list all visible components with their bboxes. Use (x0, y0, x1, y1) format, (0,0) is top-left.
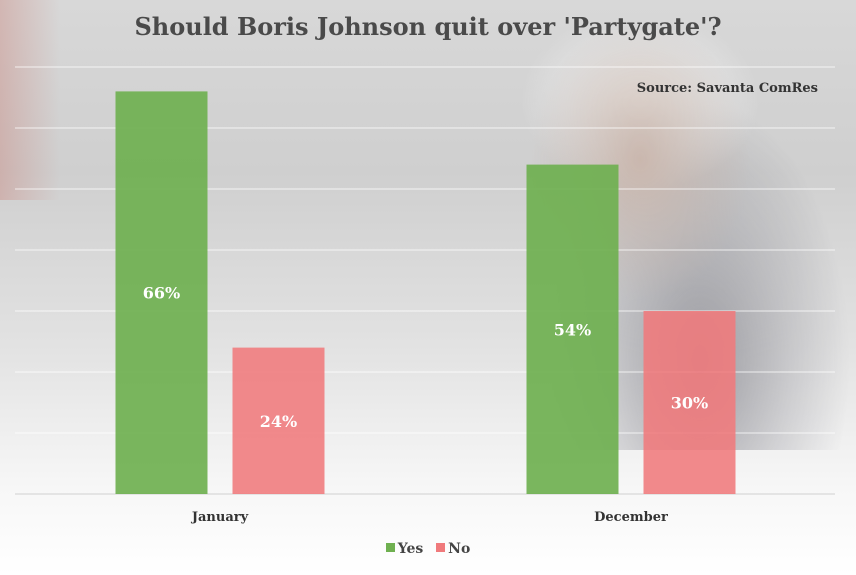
x-tick-label: December (594, 510, 668, 525)
data-label: 24% (260, 412, 297, 431)
bar-no-january (232, 347, 325, 494)
legend-label-yes: Yes (397, 541, 424, 557)
legend-item-yes: Yes (385, 541, 424, 557)
x-tick-label: January (191, 510, 249, 525)
legend: Yes No (0, 541, 856, 557)
chart-title: Should Boris Johnson quit over 'Partygat… (134, 12, 722, 41)
legend-swatch-no (436, 543, 446, 552)
legend-item-no: No (436, 541, 470, 557)
bar-yes-december (526, 164, 619, 494)
legend-label-no: No (448, 541, 471, 557)
bar-no-december (643, 311, 736, 494)
bar-yes-january (115, 91, 208, 495)
data-label: 54% (554, 320, 591, 339)
background-blur (0, 0, 60, 200)
data-label: 30% (671, 394, 708, 413)
legend-swatch-yes (385, 543, 395, 552)
data-label: 66% (143, 284, 180, 303)
source-note: Source: Savanta ComRes (636, 81, 818, 96)
